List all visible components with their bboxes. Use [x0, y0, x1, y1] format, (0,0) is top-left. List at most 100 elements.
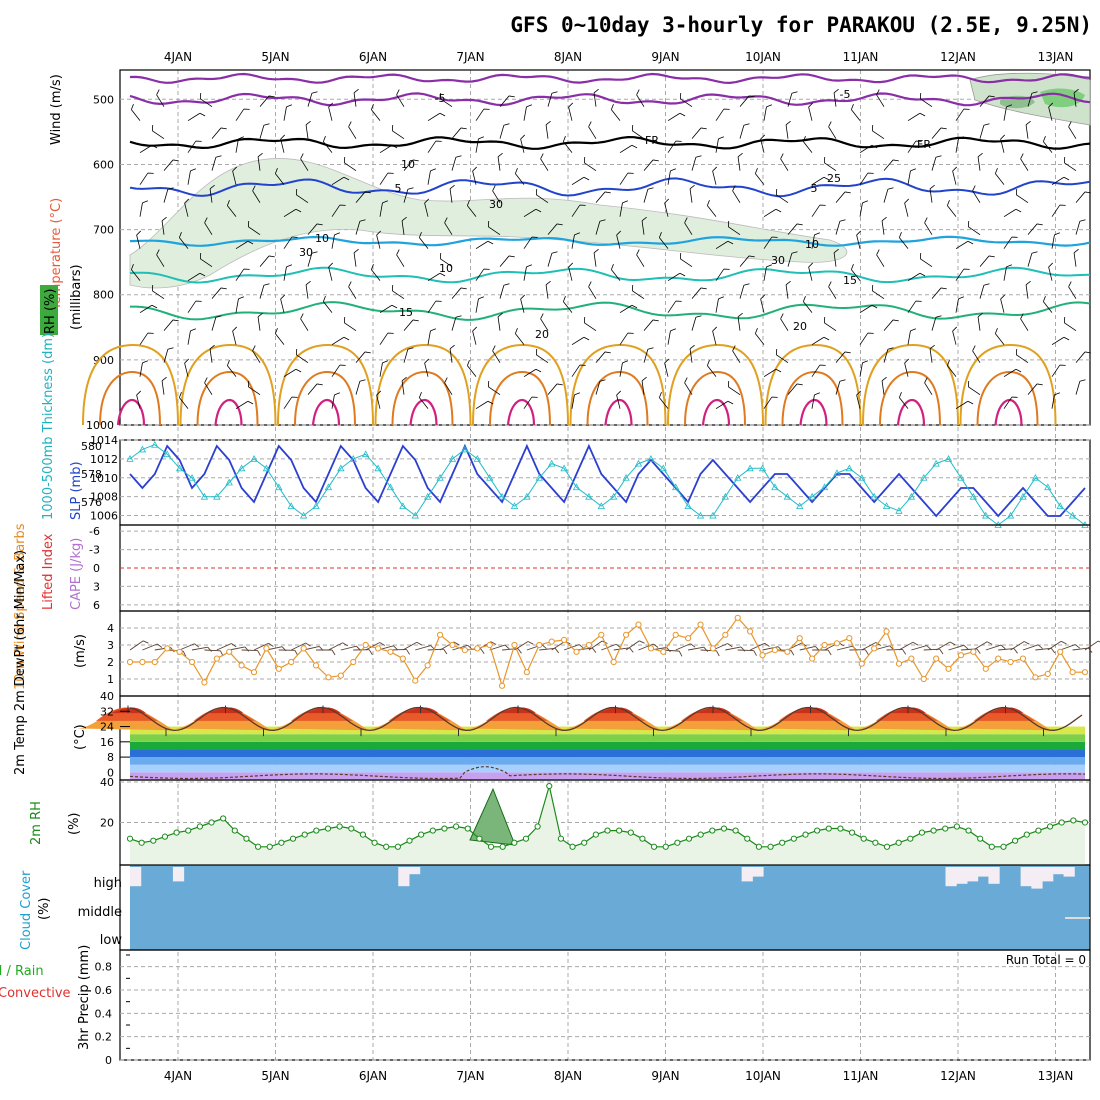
wind10-point: [1057, 648, 1064, 655]
wind-barb: [667, 272, 686, 282]
wind-barb: [1003, 368, 1022, 378]
slp-marker: [324, 483, 333, 491]
wind-barb: [1051, 364, 1066, 377]
wind-barb: [1043, 296, 1053, 313]
cloud-high-bar: [408, 867, 421, 875]
plus25-contour: [764, 343, 862, 426]
wind-barb: [427, 168, 437, 185]
wind-barb: [643, 159, 659, 171]
wind10-point: [895, 660, 903, 667]
slp-tick: 1012: [90, 453, 118, 466]
slp-marker: [982, 511, 990, 519]
wind-barb: [907, 272, 926, 282]
wind-barb: [568, 102, 574, 121]
wind-barb: [355, 351, 371, 363]
wind-barb: [737, 312, 743, 331]
rh2m-point: [988, 843, 995, 850]
wind-barb: [204, 217, 213, 235]
rh2m-point: [255, 843, 262, 850]
rh2m-point: [907, 835, 914, 842]
wind-barb: [811, 232, 821, 249]
wind-barb: [1025, 120, 1031, 139]
wind-barb: [1003, 396, 1018, 409]
cloud-high-bar: [988, 867, 1000, 884]
wind-barb: [787, 91, 798, 107]
temp2m-panel: 40 32 24 16 8 0: [78, 690, 1091, 781]
wind-barb: [571, 232, 581, 249]
wind-barb: [209, 344, 215, 363]
wind10-point: [486, 641, 493, 649]
plus25-contour: [862, 343, 959, 426]
wind-barb: [1043, 136, 1053, 153]
temp-band: [130, 757, 1085, 765]
wind-barb: [899, 232, 909, 249]
wind-barb: [571, 364, 586, 377]
wind-barb: [328, 262, 334, 281]
slp-marker: [610, 492, 618, 500]
slp-marker: [721, 492, 729, 500]
rh2m-point: [848, 829, 856, 836]
temp-tick: 8: [107, 751, 114, 764]
rh2m-area: [130, 786, 1085, 865]
wind-barb: [235, 108, 250, 121]
plus35-contour: [799, 398, 828, 426]
wind10-barb: [489, 644, 510, 651]
wind-barb: [300, 153, 309, 171]
wind10-point: [833, 640, 841, 647]
slp-marker: [548, 459, 556, 467]
wind-barb: [331, 392, 341, 409]
wind-barb: [307, 383, 323, 395]
wind10-point: [412, 677, 419, 684]
plus35-contour: [214, 398, 243, 426]
wind-barb: [929, 184, 935, 203]
cloud-high-bar: [1052, 867, 1065, 875]
slp-marker: [758, 464, 767, 472]
pressure-tick: 700: [93, 224, 114, 237]
wind-barb: [545, 280, 551, 299]
cloud-high-bar: [1020, 867, 1032, 887]
wind-barb: [427, 300, 442, 313]
plus30-contour: [489, 370, 551, 426]
wind-barb: [881, 376, 887, 395]
wind-barb: [883, 159, 899, 171]
bottom-date-tick: 6JAN: [359, 1069, 387, 1083]
wind-barb: [763, 208, 782, 218]
rh-label: RH (%): [43, 289, 58, 334]
wind10-point: [734, 614, 741, 621]
cloud-high-bar: [1031, 867, 1043, 889]
wind10-point: [325, 674, 332, 681]
wind-barb: [563, 136, 573, 153]
wind-barb: [211, 315, 222, 331]
wind-barb: [475, 268, 490, 281]
slp-marker: [498, 492, 506, 500]
rh2m-point: [452, 823, 460, 830]
contour-label: 30: [771, 254, 785, 267]
rh-tick: 40: [100, 776, 114, 789]
rh2m-point: [674, 839, 681, 846]
wind-barb: [547, 91, 558, 107]
wind-barb: [280, 134, 286, 153]
wind-barb: [727, 220, 741, 235]
rh2m-peak-area: [469, 787, 516, 846]
wind-barb: [379, 332, 394, 345]
wind-barb: [355, 379, 366, 395]
wind-barb: [571, 392, 581, 409]
wind-barb: [353, 248, 359, 267]
slp-marker: [771, 483, 779, 491]
wind-barb: [376, 390, 382, 409]
wind-barb: [283, 236, 298, 249]
rh2m-point: [1012, 837, 1019, 844]
wind-barb: [199, 252, 213, 267]
cloud-high-bar: [741, 867, 753, 882]
wind10-barb: [204, 649, 224, 657]
cloud-high-bar: [1042, 867, 1054, 882]
wind-barb: [977, 312, 983, 331]
wind-barb: [619, 172, 634, 185]
wind-barb: [1027, 383, 1043, 395]
wind-barb: [1003, 264, 1013, 281]
slp-marker: [783, 492, 792, 500]
wind-barb: [619, 200, 629, 217]
wind-barb: [715, 240, 734, 250]
